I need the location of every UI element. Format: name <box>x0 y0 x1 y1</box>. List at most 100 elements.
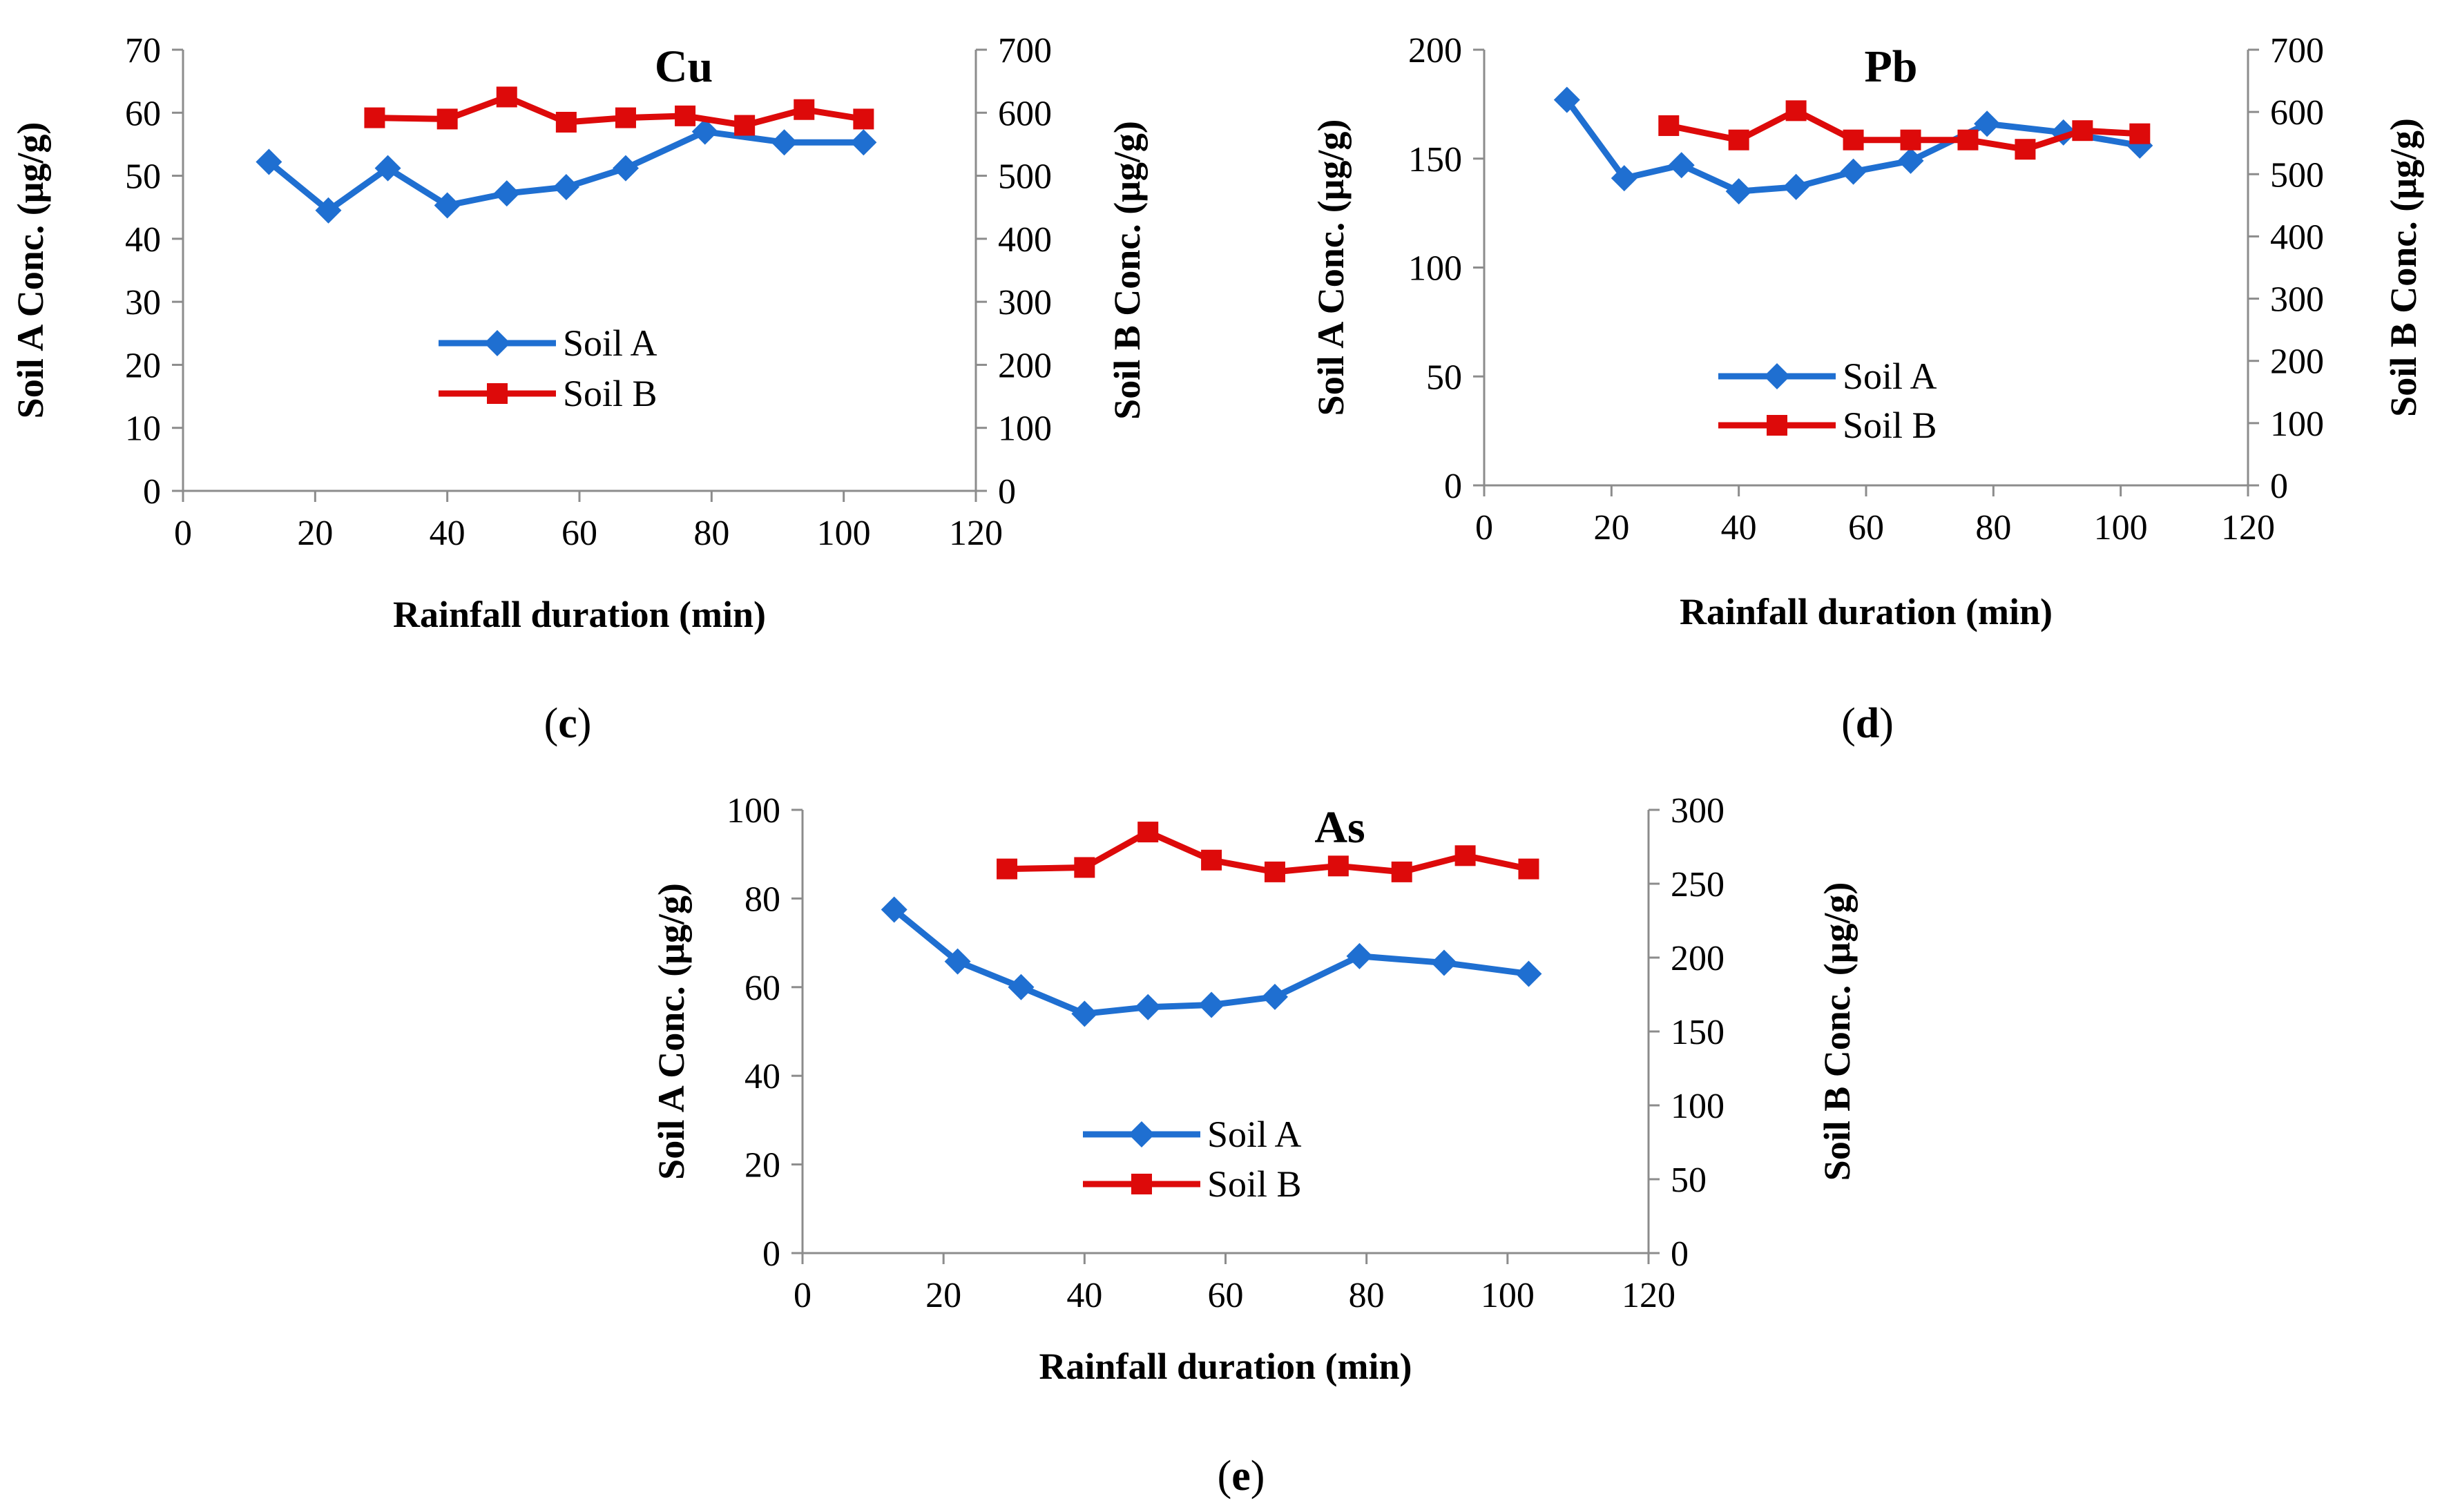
data-point-soil-a <box>1198 991 1225 1018</box>
data-point-soil-a <box>374 155 401 182</box>
legend-marker-soil-a <box>484 330 510 356</box>
y-axis-right-title: Soil B Conc. (μg/g) <box>1106 121 1148 420</box>
y-left-tick-label: 70 <box>125 31 161 70</box>
chart-title: As <box>1314 802 1365 853</box>
data-point-soil-b <box>1327 855 1349 877</box>
data-point-soil-b <box>734 115 756 136</box>
chart-panel-e: 0 20 40 60 80 100 1200204060801000501001502002… <box>651 791 1858 1500</box>
panel-label-open-paren: ( <box>544 700 559 747</box>
y-left-tick-label: 0 <box>1444 467 1462 506</box>
legend-marker-soil-b <box>1767 415 1787 436</box>
panel-label-letter: d <box>1856 700 1879 747</box>
y-axis-right-title: Soil B Conc. (μg/g) <box>1816 882 1858 1181</box>
data-point-soil-b <box>555 111 577 133</box>
data-point-soil-a <box>944 948 971 975</box>
data-point-soil-b <box>1785 100 1807 122</box>
panel-label-open-paren: ( <box>1218 1453 1232 1500</box>
data-point-soil-a <box>315 197 342 224</box>
series-line-soil-a <box>265 128 867 214</box>
y-right-tick-label: 0 <box>998 472 1016 512</box>
data-point-soil-b <box>1728 129 1749 151</box>
y-right-tick-label: 100 <box>998 409 1052 449</box>
data-point-soil-a <box>1553 86 1580 113</box>
data-point-soil-a <box>493 180 520 207</box>
data-point-soil-b <box>1900 129 1921 151</box>
data-point-soil-a <box>434 192 461 219</box>
data-point-soil-a <box>1071 1000 1098 1027</box>
panel-label: (d) <box>1841 700 1894 747</box>
data-point-soil-a <box>1725 178 1752 205</box>
y-right-tick-label: 150 <box>1671 1013 1725 1052</box>
data-point-soil-a <box>1974 110 2001 137</box>
y-left-tick-label: 20 <box>125 346 161 385</box>
data-point-soil-a <box>1346 942 1373 969</box>
x-tick-label: 60 <box>1848 508 1884 547</box>
data-point-soil-b <box>436 108 458 130</box>
y-left-tick-label: 0 <box>143 472 161 512</box>
y-left-tick-label: 150 <box>1408 140 1462 180</box>
data-point-soil-b <box>2129 123 2151 144</box>
y-right-tick-label: 200 <box>1671 939 1725 978</box>
x-axis-title: Rainfall duration (min) <box>1039 1346 1412 1387</box>
data-point-soil-a <box>1840 158 1867 185</box>
y-left-tick-label: 50 <box>1426 358 1462 397</box>
legend-marker-soil-a <box>1764 363 1790 389</box>
legend-label-soil-b: Soil B <box>1843 405 1937 446</box>
data-point-soil-a <box>1611 165 1637 192</box>
data-point-soil-b <box>2072 120 2093 142</box>
x-tick-label: 40 <box>1721 508 1757 547</box>
legend-marker-soil-b <box>1131 1174 1152 1194</box>
data-point-soil-a <box>1783 173 1809 200</box>
data-point-soil-a <box>1008 973 1035 1000</box>
legend-marker-soil-b <box>487 383 508 404</box>
y-left-tick-label: 30 <box>125 283 161 322</box>
y-right-tick-label: 700 <box>998 31 1052 70</box>
x-tick-label: 120 <box>2221 508 2275 547</box>
data-point-soil-a <box>256 148 282 175</box>
y-right-tick-label: 600 <box>2270 93 2324 133</box>
y-right-tick-label: 100 <box>1671 1087 1725 1126</box>
data-point-soil-b <box>1658 115 1680 136</box>
x-tick-label: 0 <box>794 1276 811 1315</box>
x-tick-label: 20 <box>1593 508 1629 547</box>
x-tick-label: 40 <box>1066 1276 1102 1315</box>
legend-label-soil-a: Soil A <box>1207 1114 1302 1155</box>
data-point-soil-a <box>1261 983 1288 1010</box>
legend-label-soil-a: Soil A <box>563 322 657 364</box>
data-point-soil-b <box>675 105 696 126</box>
y-right-tick-label: 400 <box>2270 217 2324 257</box>
series-line-soil-a <box>891 907 1532 1017</box>
x-tick-label: 0 <box>174 514 192 553</box>
x-tick-label: 100 <box>1481 1276 1535 1315</box>
panel-label-open-paren: ( <box>1841 700 1856 747</box>
x-tick-label: 20 <box>925 1276 961 1315</box>
x-tick-label: 60 <box>561 514 597 553</box>
data-point-soil-b <box>364 107 385 128</box>
data-point-soil-a <box>553 174 579 201</box>
y-right-tick-label: 300 <box>1671 791 1725 831</box>
y-left-tick-label: 40 <box>125 220 161 260</box>
data-point-soil-a <box>612 155 639 182</box>
data-point-soil-b <box>1137 822 1159 843</box>
y-right-tick-label: 600 <box>998 94 1052 133</box>
panel-label: (c) <box>544 700 592 747</box>
y-right-tick-label: 300 <box>2270 280 2324 320</box>
y-right-tick-label: 0 <box>2270 467 2288 506</box>
y-left-tick-label: 0 <box>762 1234 780 1274</box>
y-axis-left-title: Soil A Conc. (μg/g) <box>651 883 692 1180</box>
panel-label: (e) <box>1218 1453 1265 1500</box>
data-point-soil-b <box>615 107 636 128</box>
data-point-soil-a <box>1897 147 1924 174</box>
y-right-tick-label: 100 <box>2270 405 2324 444</box>
data-point-soil-a <box>1430 949 1457 976</box>
data-point-soil-a <box>850 129 877 156</box>
panel-label-close-paren: ) <box>577 700 592 747</box>
legend-marker-soil-a <box>1128 1121 1155 1147</box>
y-left-tick-label: 10 <box>125 409 161 449</box>
y-left-tick-label: 60 <box>125 94 161 133</box>
data-point-soil-a <box>691 118 718 145</box>
legend-label-soil-a: Soil A <box>1843 356 1937 397</box>
y-right-tick-label: 200 <box>998 346 1052 385</box>
series-line-soil-a <box>1564 97 2143 195</box>
y-left-tick-label: 80 <box>745 880 780 919</box>
